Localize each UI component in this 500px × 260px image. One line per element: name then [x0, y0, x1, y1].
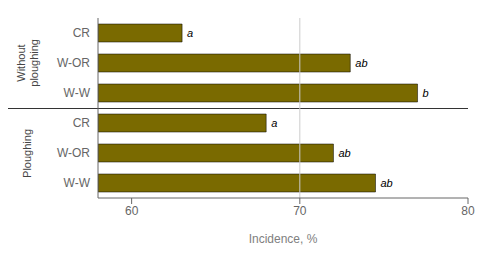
svg-text:CR: CR	[73, 26, 91, 40]
svg-text:80: 80	[461, 204, 475, 218]
svg-text:ab: ab	[338, 147, 350, 159]
html-text:Without ploughing: Without ploughing	[14, 39, 40, 87]
html-text:Ploughing: Ploughing	[21, 128, 34, 178]
svg-text:ab: ab	[381, 177, 393, 189]
svg-text:W-OR: W-OR	[57, 56, 90, 70]
svg-text:Incidence, %: Incidence, %	[249, 232, 318, 246]
svg-text:60: 60	[125, 204, 139, 218]
svg-text:W-W: W-W	[64, 176, 91, 190]
svg-text:W-W: W-W	[64, 86, 91, 100]
svg-text:b: b	[423, 87, 429, 99]
svg-text:W-OR: W-OR	[57, 146, 90, 160]
svg-text:a: a	[271, 117, 277, 129]
svg-text:a: a	[187, 27, 193, 39]
svg-text:70: 70	[293, 204, 307, 218]
svg-text:ab: ab	[355, 57, 367, 69]
svg-text:CR: CR	[73, 116, 91, 130]
